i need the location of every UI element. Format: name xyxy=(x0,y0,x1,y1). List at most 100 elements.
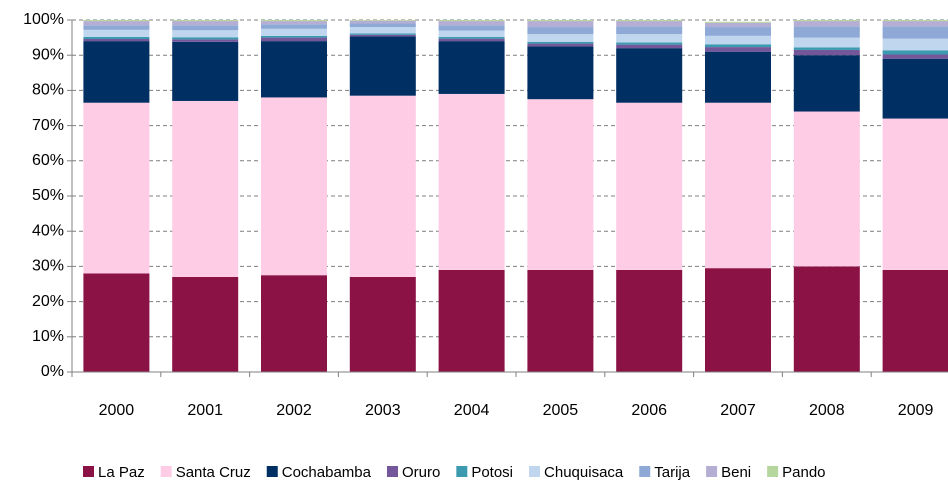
bar-segment xyxy=(261,97,327,276)
bar-segment xyxy=(349,23,416,28)
x-tick-label: 2007 xyxy=(720,402,756,419)
bar-segment xyxy=(172,39,239,42)
bar-segment xyxy=(882,54,948,59)
bar-segment xyxy=(793,47,860,50)
bar-segment xyxy=(349,276,416,372)
bar-segment xyxy=(705,44,771,48)
bar-segment xyxy=(172,41,239,101)
bar-segment xyxy=(616,269,683,372)
bar-segment xyxy=(172,37,239,40)
bar-segment xyxy=(349,20,416,24)
x-tick-label: 2008 xyxy=(809,402,845,419)
legend-swatch xyxy=(456,466,468,477)
bar-segment xyxy=(882,21,948,27)
bar-segment xyxy=(882,20,948,22)
bar-segment xyxy=(83,39,150,42)
y-tick-label: 80% xyxy=(32,82,64,99)
bar-segment xyxy=(527,20,594,22)
bar-segment xyxy=(882,50,948,55)
bar-segment xyxy=(172,100,239,277)
bar-segment xyxy=(616,34,683,43)
bar-segment xyxy=(349,95,416,277)
legend-label: Potosi xyxy=(471,464,513,481)
bar-segment xyxy=(882,269,948,372)
bar-segment xyxy=(616,21,683,27)
bar-segment xyxy=(793,20,860,22)
bar-segment xyxy=(793,49,860,56)
bar-segment xyxy=(616,20,683,22)
bar-segment xyxy=(527,21,594,28)
legend-swatch xyxy=(529,466,541,477)
bar-segment xyxy=(705,268,771,372)
bar-segment xyxy=(438,25,505,31)
bar-segment xyxy=(438,21,505,26)
bar-segment xyxy=(261,24,327,29)
y-tick-label: 60% xyxy=(32,152,64,169)
bar-segment xyxy=(527,27,594,35)
bar-segment xyxy=(527,34,594,42)
bar-segment xyxy=(793,37,860,48)
bar-segment xyxy=(882,38,948,51)
bar-segment xyxy=(172,20,239,22)
x-tick-label: 2001 xyxy=(187,402,223,419)
x-tick-label: 2002 xyxy=(276,402,312,419)
bar-segment xyxy=(438,93,505,270)
legend-label: Pando xyxy=(782,464,825,481)
bar-segment xyxy=(705,27,771,36)
bar-segment xyxy=(882,26,948,39)
bar-segment xyxy=(172,276,239,372)
legend-swatch xyxy=(266,466,278,477)
legend-swatch xyxy=(386,466,398,477)
bar-segment xyxy=(83,25,150,30)
x-tick-label: 2005 xyxy=(543,402,579,419)
bar-segment xyxy=(793,111,860,267)
x-tick-label: 2006 xyxy=(631,402,667,419)
legend-label: Tarija xyxy=(654,464,691,481)
y-tick-label: 40% xyxy=(32,222,64,239)
bar-segment xyxy=(83,29,150,37)
legend-label: Cochabamba xyxy=(282,464,372,481)
legend-label: Oruro xyxy=(402,464,440,481)
x-tick-label: 2000 xyxy=(99,402,135,419)
bar-segment xyxy=(882,58,948,119)
bar-segment xyxy=(705,21,771,23)
x-tick-label: 2009 xyxy=(898,402,934,419)
y-tick-label: 30% xyxy=(32,258,64,275)
bar-segment xyxy=(83,21,150,26)
bar-segment xyxy=(349,20,416,21)
bar-segment xyxy=(83,102,150,274)
bar-segment xyxy=(616,44,683,49)
bar-segment xyxy=(438,41,505,94)
y-tick-label: 0% xyxy=(41,363,64,380)
bar-segment xyxy=(83,20,150,22)
y-tick-label: 10% xyxy=(32,328,64,345)
y-tick-label: 50% xyxy=(32,187,64,204)
x-tick-label: 2004 xyxy=(454,402,490,419)
bar-segment xyxy=(793,55,860,112)
legend-swatch xyxy=(639,466,651,477)
bar-segment xyxy=(527,99,594,270)
bar-segment xyxy=(705,102,771,269)
y-tick-label: 70% xyxy=(32,117,64,134)
bar-segment xyxy=(438,269,505,372)
bar-segment xyxy=(616,42,683,45)
bar-segment xyxy=(616,102,683,270)
bar-segment xyxy=(616,26,683,35)
bar-segment xyxy=(527,269,594,372)
bar-segment xyxy=(438,36,505,39)
bar-segment xyxy=(261,28,327,36)
bar-segment xyxy=(882,118,948,270)
bar-segment xyxy=(616,48,683,103)
bar-segment xyxy=(83,41,150,103)
y-tick-label: 100% xyxy=(23,11,64,28)
y-tick-label: 20% xyxy=(32,293,64,310)
bar-segment xyxy=(261,21,327,25)
bar-segment xyxy=(705,22,771,28)
y-tick-label: 90% xyxy=(32,46,64,63)
legend-label: Santa Cruz xyxy=(176,464,251,481)
bar-segment xyxy=(261,37,327,42)
bar-segment xyxy=(527,41,594,44)
bar-segment xyxy=(438,20,505,22)
legend-swatch xyxy=(160,466,172,477)
